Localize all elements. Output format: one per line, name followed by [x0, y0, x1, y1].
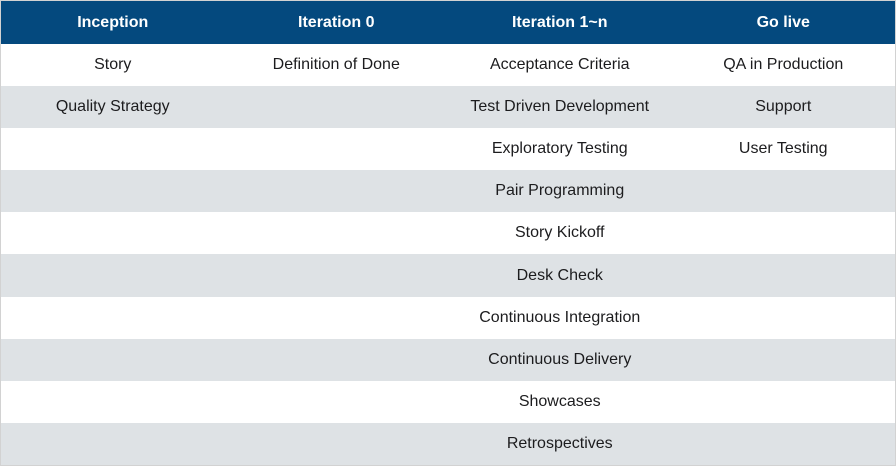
table-cell: [225, 212, 449, 254]
table-cell: Definition of Done: [272, 56, 400, 74]
table-row: Continuous Integration: [1, 296, 896, 339]
table-cell: Test Driven Development: [470, 98, 650, 116]
table-cell: [1, 339, 225, 381]
table-cell: [1, 254, 225, 296]
table-row: Showcases: [1, 380, 896, 423]
table-cell: [225, 297, 449, 339]
table-cell: [672, 212, 896, 254]
table-cell: [672, 297, 896, 339]
table-cell: [1, 170, 225, 212]
table-cell: [1, 212, 225, 254]
table-row: Quality Strategy Test Driven Development S…: [1, 86, 895, 129]
table-cell: [225, 170, 449, 212]
table-cell: Retrospectives: [506, 434, 613, 452]
column-header: Inception: [1, 1, 225, 44]
table-cell: [672, 381, 896, 423]
table-cell: Exploratory Testing: [491, 140, 628, 158]
table-cell: [1, 297, 225, 339]
table-cell: [672, 254, 896, 296]
table-row: Continuous Delivery: [1, 338, 896, 381]
table-row: Story Definition of Done Acceptance Criter…: [1, 44, 895, 87]
table-cell: Support: [755, 98, 812, 116]
table-cell: [225, 339, 449, 381]
column-header: Iteration 1~n: [448, 1, 672, 44]
table-cell: [225, 381, 449, 423]
column-header: Go live: [671, 1, 895, 44]
table-cell: Story Kickoff: [514, 224, 605, 242]
table-cell: [1, 423, 225, 465]
table-cell: [672, 339, 896, 381]
table-cell: QA in Production: [723, 56, 844, 74]
table-cell: [672, 170, 896, 212]
table-cell: [1, 128, 225, 170]
table-cell: [1, 381, 225, 423]
table-cell: [225, 86, 449, 128]
table-cell: [672, 423, 896, 465]
table-cell: Pair Programming: [495, 182, 625, 200]
table-cell: Quality Strategy: [55, 98, 170, 116]
table-body: Story Definition of Done Acceptance Criter…: [1, 44, 895, 465]
table-cell: [225, 423, 449, 465]
table-row: Desk Check: [1, 254, 896, 297]
table-cell: Continuous Integration: [479, 308, 641, 326]
table-cell: Showcases: [518, 392, 601, 410]
table-header: Inception Iteration 0 Iteration 1~n Go live: [1, 1, 895, 44]
header-row: Inception Iteration 0 Iteration 1~n Go live: [1, 1, 895, 44]
table-cell: [225, 254, 449, 296]
table-cell: User Testing: [738, 140, 828, 158]
table-row: Exploratory Testing User Testing: [1, 128, 895, 171]
table-cell: Continuous Delivery: [488, 350, 632, 368]
table-row: Retrospectives: [1, 422, 896, 465]
table-row: Story Kickoff: [1, 212, 896, 255]
table-row: Pair Programming: [1, 170, 896, 213]
table-cell: Story: [94, 56, 132, 74]
table-cell: Acceptance Criteria: [489, 56, 630, 74]
table-cell: Desk Check: [516, 266, 603, 284]
table-cell: [225, 128, 449, 170]
column-header: Iteration 0: [224, 1, 448, 44]
